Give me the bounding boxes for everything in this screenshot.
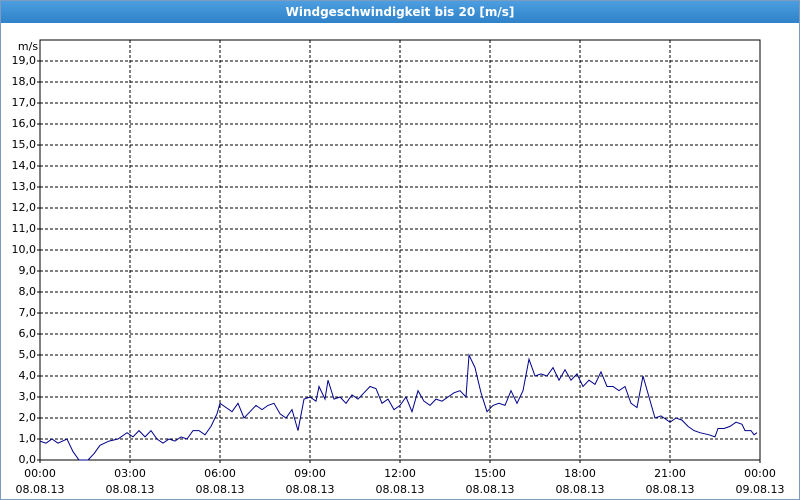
x-tick-label: 21:00 08.08.13 — [646, 467, 695, 496]
x-tick-label: 06:00 08.08.13 — [196, 467, 245, 496]
y-tick-label: 17,0 — [12, 96, 37, 109]
y-tick-label: 8,0 — [19, 285, 37, 298]
y-tick-label: 3,0 — [19, 390, 37, 403]
y-tick-label: 5,0 — [19, 348, 37, 361]
data-line — [39, 353, 758, 461]
y-tick-label: 2,0 — [19, 411, 37, 424]
y-axis-label: m/s — [18, 40, 38, 53]
y-tick-label: 13,0 — [12, 180, 37, 193]
y-tick-label: 4,0 — [19, 369, 37, 382]
x-tick-label: 09:00 08.08.13 — [286, 467, 335, 496]
y-tick-label: 18,0 — [12, 75, 37, 88]
y-tick-label: 9,0 — [19, 264, 37, 277]
y-tick-label: 16,0 — [12, 117, 37, 130]
x-tick-label: 18:00 08.08.13 — [556, 467, 605, 496]
x-tick-label: 15:00 08.08.13 — [466, 467, 515, 496]
y-tick-label: 19,0 — [12, 54, 37, 67]
x-tick-label: 00:00 08.08.13 — [16, 467, 65, 496]
y-tick-label: 12,0 — [12, 201, 37, 214]
y-tick-label: 7,0 — [19, 306, 37, 319]
x-tick-label: 00:00 09.08.13 — [736, 467, 785, 496]
y-tick-label: 11,0 — [12, 222, 37, 235]
y-tick-label: 0,0 — [19, 453, 37, 466]
y-tick-label: 1,0 — [19, 432, 37, 445]
y-tick-label: 6,0 — [19, 327, 37, 340]
y-tick-label: 14,0 — [12, 159, 37, 172]
x-tick-label: 03:00 08.08.13 — [106, 467, 155, 496]
title-bar: Windgeschwindigkeit bis 20 [m/s] — [1, 1, 799, 23]
y-tick-label: 10,0 — [12, 243, 37, 256]
x-tick-label: 12:00 08.08.13 — [376, 467, 425, 496]
y-tick-label: 15,0 — [12, 138, 37, 151]
plot-border — [39, 39, 761, 461]
